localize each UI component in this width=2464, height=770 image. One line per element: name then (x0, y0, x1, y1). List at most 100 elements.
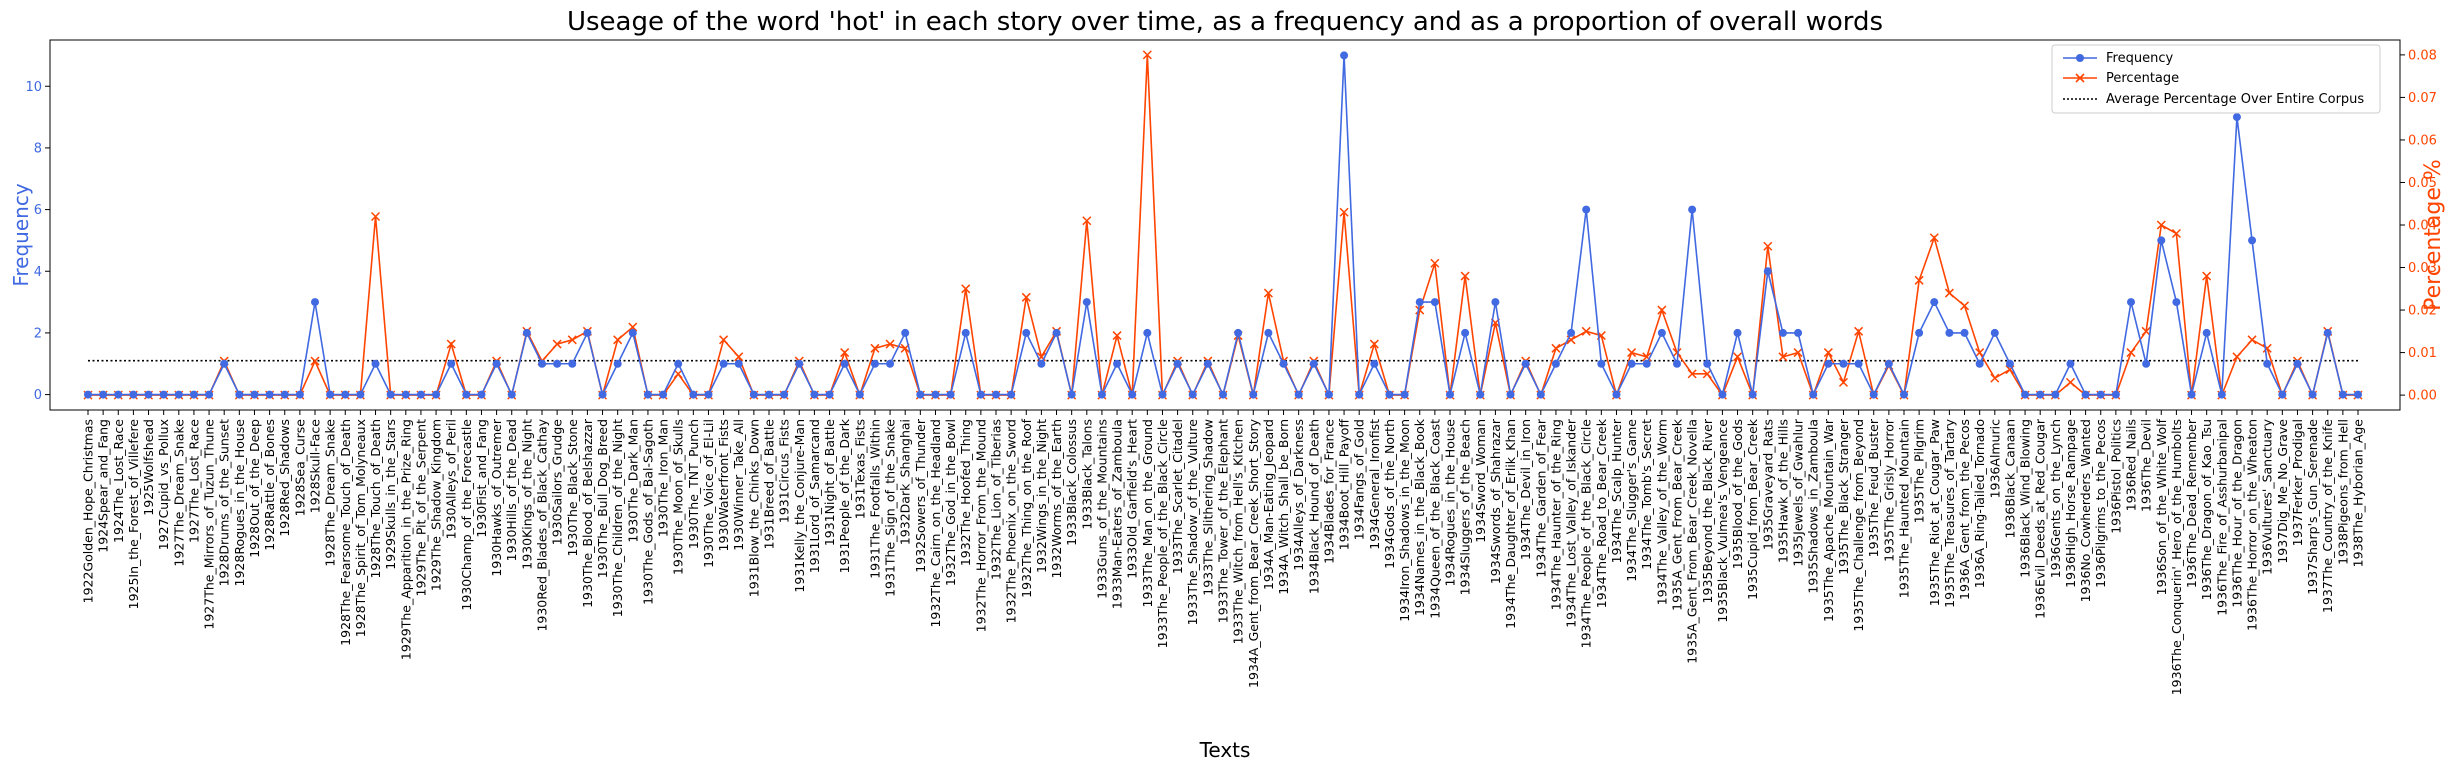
percentage-point (1838, 377, 1849, 387)
frequency-point (2096, 390, 2105, 399)
x-tick-label: 1928The_Spirit_of_Tom_Molyneaux (353, 419, 368, 637)
frequency-point (84, 390, 92, 399)
y-axis-left-label: Frequency (9, 183, 33, 286)
percentage-point (310, 356, 320, 366)
x-tick-label: 1929The_Pit_of_the_Serpent (413, 419, 428, 597)
percentage-point (673, 369, 683, 379)
x-tick-label: 1927The_Lost_Race (186, 419, 201, 543)
percentage-point (2247, 335, 2257, 345)
x-tick-label: 1934The_Slugger's_Game (1624, 419, 1639, 582)
frequency-point (976, 390, 985, 399)
frequency-point (1627, 359, 1636, 368)
x-tick-label: 1934The_Haunter_of_the_Ring (1548, 419, 1563, 610)
x-tick-label: 1930The_Iron_Man (656, 419, 671, 537)
frequency-point (2217, 390, 2226, 399)
frequency-point (2202, 328, 2211, 337)
percentage-point (840, 348, 850, 358)
x-tick-label: 1934Boot_Hill_Payoff (1337, 419, 1352, 551)
x-tick-label: 1925Wolfshead (141, 419, 156, 516)
y-right-tick-label: 0.02 (2408, 304, 2437, 319)
percentage-point (1732, 352, 1743, 362)
plot-frame (49, 39, 2401, 411)
x-tick-label: 1935The_Apache_Mountain_War (1821, 418, 1836, 622)
x-tick-label: 1935The_Haunted_Mountain (1897, 419, 1912, 598)
frequency-point (1294, 390, 1303, 399)
frequency-point (1128, 390, 1137, 399)
x-tick-label: 1928Rattle_of_Bones (262, 419, 277, 551)
frequency-point (1415, 298, 1424, 307)
x-tick-label: 1931Blow_the_Chinks_Down (746, 419, 761, 597)
x-tick-label: 1935Blood_of_the_Gods (1730, 419, 1745, 569)
x-tick-label: 1937Ferker_Prodigal (2290, 419, 2305, 546)
x-tick-label: 1934Sword_Woman (1473, 419, 1488, 543)
frequency-point (2278, 390, 2287, 399)
percentage-point (1975, 348, 1985, 358)
x-tick-label: 1931Breed_of_Battle (762, 419, 777, 550)
percentage-point (1944, 288, 1954, 298)
frequency-point (507, 390, 516, 399)
x-tick-label: 1930The_Black_Stone (565, 419, 580, 557)
x-tick-label: 1929The_Apparition_in_the_Prize_Ring (398, 419, 413, 660)
frequency-point (886, 359, 895, 368)
frequency-point (1400, 390, 1409, 399)
frequency-point (795, 359, 804, 368)
frequency-point (1143, 328, 1152, 337)
x-tick-label: 1930Hawks_of_Outremer (489, 418, 504, 576)
x-tick-label: 1924The_Lost_Race (111, 419, 126, 543)
y-right-tick-label: 0.03 (2408, 261, 2437, 276)
frequency-point (280, 390, 289, 399)
x-tick-label: 1931The_Footfalls_Within (867, 419, 882, 579)
frequency-point (553, 359, 562, 368)
x-tick-label: 1935The_Pilgrim (1912, 419, 1927, 523)
frequency-point (2142, 359, 2151, 368)
frequency-point (538, 359, 546, 368)
y-right-tick-label: 0.06 (2408, 133, 2437, 148)
percentage-point (719, 335, 729, 345)
x-tick-label: 1932The_Thing_on_the_Roof (1019, 418, 1034, 597)
percentage-point (1430, 258, 1440, 268)
x-tick-label: 1932The_Horror_From_the_Mound (973, 419, 988, 632)
x-tick-label: 1934Queen_of_the_Black_Coast (1427, 419, 1442, 619)
x-tick-label: 1934A_Man-Eating_Jeopard (1261, 419, 1276, 590)
frequency-point (643, 390, 652, 399)
x-tick-label: 1936The_Hour_of_the_Dragon (2229, 419, 2244, 608)
x-tick-label: 1930Champ_of_the_Forecastle (459, 419, 474, 611)
frequency-point (719, 359, 728, 368)
frequency-point (810, 390, 819, 399)
percentage-point (1702, 369, 1712, 379)
x-tick-label: 1930The_Gods_of_Bal-Sagoth (640, 419, 655, 605)
frequency-point (1688, 205, 1697, 214)
x-axis-label: Texts (1199, 738, 1251, 762)
x-tick-label: 1936Son_of_the_White_Wolf (2154, 418, 2169, 595)
x-tick-label: 1933The_Tower_of_the_Elephant (1216, 419, 1231, 623)
frequency-point (1234, 328, 1243, 337)
frequency-point (1915, 328, 1924, 337)
y-right-tick-label: 0.05 (2408, 176, 2437, 191)
frequency-point (1340, 51, 1349, 60)
frequency-point (1461, 328, 1470, 337)
x-tick-label: 1931Kelly_the_Conjure-Man (792, 419, 807, 593)
x-tick-label: 1935Jewels_of_Gwahlur (1791, 418, 1806, 567)
percentage-point (961, 284, 971, 294)
frequency-point (522, 328, 531, 337)
x-tick-label: 1935Beyond_the_Black_River (1700, 418, 1715, 603)
frequency-point (2081, 390, 2090, 399)
frequency-point (674, 359, 683, 368)
frequency-point (1673, 359, 1681, 368)
frequency-point (1264, 328, 1273, 337)
frequency-point (2172, 298, 2181, 307)
y-axis-right-label: Percentage % (2421, 159, 2446, 311)
x-tick-label: 1933Black_Colossus (1064, 419, 1079, 546)
frequency-point (689, 390, 698, 399)
percentage-point (734, 352, 744, 362)
x-tick-label: 1936A_Gent_from_the_Pecos (1957, 419, 1972, 600)
x-tick-label: 1928Red_Shadows (277, 419, 292, 537)
frequency-point (1491, 298, 1500, 307)
y-right-tick-labels: 0.00 0.01 0.02 0.03 0.04 0.05 0.06 0.07 0.08 (2408, 48, 2437, 403)
x-tick-label: 1936Pilgrims_to_the_Pecos (2093, 419, 2108, 588)
x-tick-label: 1936Black_Canaan (2002, 419, 2017, 538)
percentage-point (1082, 216, 1092, 226)
frequency-point (1052, 328, 1061, 337)
x-tick-label: 1934Rogues_in_the_House (1443, 419, 1458, 587)
percentage-point (1687, 369, 1697, 379)
